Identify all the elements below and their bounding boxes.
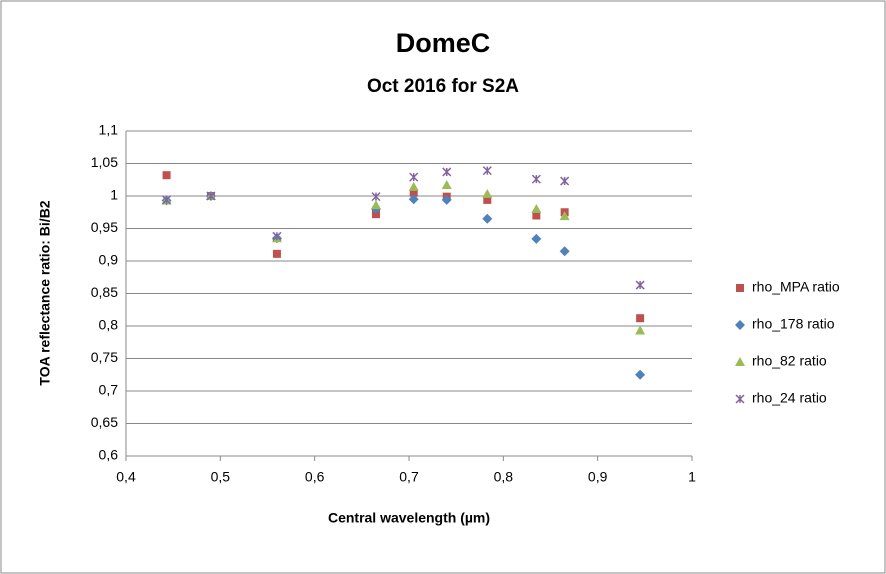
chart-subtitle: Oct 2016 for S2A bbox=[367, 76, 519, 97]
marker bbox=[531, 174, 541, 184]
x-axis-label: Central wavelength (µm) bbox=[328, 510, 490, 526]
x-tick-label: 0,7 bbox=[399, 469, 419, 485]
x-tick-label: 0,8 bbox=[494, 469, 514, 485]
y-tick-label: 0,7 bbox=[99, 382, 119, 398]
marker bbox=[531, 204, 542, 213]
marker bbox=[559, 211, 570, 221]
marker bbox=[206, 191, 216, 201]
marker bbox=[635, 325, 646, 335]
y-axis-label: TOA reflectance ratio: Bi/B2 bbox=[37, 200, 53, 385]
y-tick-label: 1,1 bbox=[99, 122, 119, 138]
marker bbox=[162, 171, 171, 180]
y-tick-label: 0,75 bbox=[91, 349, 118, 365]
legend-label: rho_82 ratio bbox=[752, 353, 827, 369]
marker bbox=[371, 210, 380, 219]
marker bbox=[408, 181, 419, 191]
legend-marker bbox=[735, 394, 745, 404]
marker bbox=[482, 166, 492, 176]
marker bbox=[371, 192, 381, 202]
marker bbox=[441, 194, 452, 205]
y-tick-label: 0,95 bbox=[91, 219, 118, 235]
marker bbox=[442, 167, 452, 177]
y-tick-label: 0,8 bbox=[99, 317, 119, 333]
y-tick-label: 0,85 bbox=[91, 284, 118, 300]
marker bbox=[408, 194, 419, 205]
legend-label: rho_178 ratio bbox=[752, 316, 835, 332]
marker bbox=[162, 195, 172, 205]
legend-label: rho_MPA ratio bbox=[752, 279, 840, 295]
x-tick-label: 1 bbox=[688, 469, 696, 485]
x-tick-label: 0,4 bbox=[116, 469, 136, 485]
x-tick-label: 0,6 bbox=[305, 469, 325, 485]
marker bbox=[483, 195, 492, 204]
y-tick-label: 0,6 bbox=[99, 447, 119, 463]
legend-marker bbox=[735, 320, 745, 330]
marker bbox=[559, 246, 570, 257]
marker bbox=[635, 280, 645, 290]
x-tick-label: 0,9 bbox=[588, 469, 608, 485]
marker bbox=[370, 200, 381, 210]
chart-title: DomeC bbox=[396, 28, 491, 58]
marker bbox=[531, 233, 542, 244]
y-tick-label: 1,05 bbox=[91, 154, 118, 170]
marker bbox=[532, 211, 541, 220]
marker bbox=[272, 249, 281, 258]
x-tick-label: 0,5 bbox=[211, 469, 231, 485]
marker bbox=[482, 189, 493, 199]
marker bbox=[635, 369, 646, 380]
marker bbox=[409, 188, 418, 197]
marker bbox=[272, 231, 282, 241]
y-tick-label: 0,9 bbox=[99, 252, 119, 268]
y-tick-label: 1 bbox=[110, 187, 118, 203]
legend-label: rho_24 ratio bbox=[752, 390, 827, 406]
marker bbox=[560, 176, 570, 186]
legend-marker bbox=[736, 284, 744, 292]
marker bbox=[441, 179, 452, 189]
marker bbox=[409, 172, 419, 182]
legend-marker bbox=[735, 357, 745, 366]
y-tick-label: 0,65 bbox=[91, 414, 118, 430]
marker bbox=[482, 213, 493, 224]
marker bbox=[636, 314, 645, 323]
